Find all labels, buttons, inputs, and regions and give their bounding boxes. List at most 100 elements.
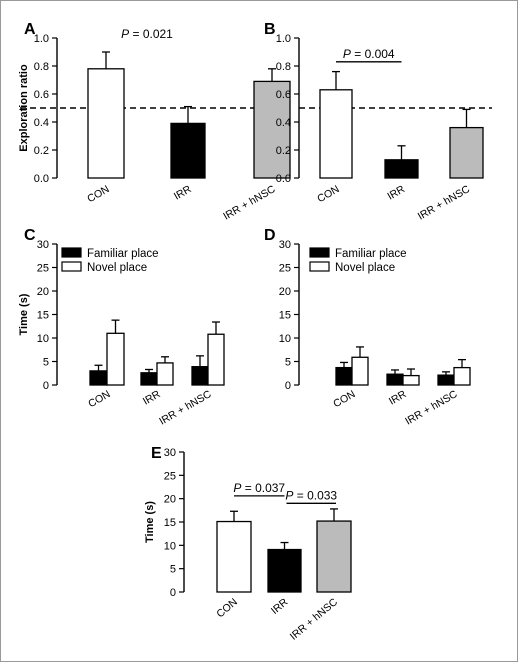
y-tick-label: 0.6 bbox=[34, 89, 49, 101]
y-tick-label: 0.4 bbox=[276, 117, 291, 129]
bar-novel-place bbox=[156, 362, 174, 386]
bar-irr bbox=[267, 548, 302, 593]
y-tick-label: 15 bbox=[164, 517, 176, 529]
bar-familiar-place bbox=[335, 366, 353, 386]
p-value-label: P = 0.033 bbox=[285, 488, 337, 502]
x-tick-label: IRR bbox=[385, 183, 407, 203]
y-tick-label: 15 bbox=[37, 310, 49, 322]
bar-con bbox=[319, 89, 353, 179]
panel-letter-a: A bbox=[24, 21, 36, 38]
x-tick-label: IRR bbox=[269, 596, 291, 617]
y-tick-label: 0.2 bbox=[34, 145, 49, 157]
p-value: = 0.004 bbox=[351, 47, 395, 61]
p-symbol: P bbox=[233, 481, 241, 495]
panel-letter-b: B bbox=[264, 21, 276, 38]
y-tick-label: 0.0 bbox=[276, 173, 291, 185]
bar-novel-place bbox=[207, 333, 225, 386]
bar-con bbox=[216, 520, 252, 593]
y-tick-label: 5 bbox=[285, 357, 291, 369]
y-tick-label: 5 bbox=[43, 357, 49, 369]
legend-label: Novel place bbox=[87, 262, 147, 274]
y-tick-label: 0.8 bbox=[34, 61, 49, 73]
bar-familiar-place bbox=[437, 374, 455, 386]
y-tick-label: 15 bbox=[279, 310, 291, 322]
bar-novel-place bbox=[106, 332, 125, 386]
bar-novel-place bbox=[453, 366, 471, 386]
p-value-label: P = 0.037 bbox=[233, 481, 285, 495]
bar-novel-place bbox=[402, 374, 420, 386]
legend-label: Familiar place bbox=[335, 248, 407, 260]
p-value-label: P = 0.021 bbox=[121, 27, 173, 41]
x-tick-label: CON bbox=[86, 388, 112, 410]
y-tick-label: 1.0 bbox=[276, 33, 291, 45]
y-tick-label: 0 bbox=[170, 587, 176, 599]
bar-con bbox=[87, 68, 125, 179]
y-tick-label: 20 bbox=[37, 286, 49, 298]
x-tick-label: IRR bbox=[141, 388, 163, 408]
x-tick-label: CON bbox=[331, 388, 357, 410]
x-tick-label: IRR + hNSC bbox=[403, 388, 460, 428]
y-tick-label: 25 bbox=[37, 263, 49, 275]
bar-irr-hnsc bbox=[316, 520, 352, 593]
y-tick-label: 0.0 bbox=[34, 173, 49, 185]
x-tick-label: IRR bbox=[387, 388, 409, 408]
p-value: = 0.037 bbox=[241, 481, 285, 495]
p-symbol: P bbox=[343, 47, 351, 61]
legend-swatch bbox=[61, 261, 82, 272]
y-tick-label: 0 bbox=[285, 380, 291, 392]
bar-irr-hnsc bbox=[449, 126, 484, 179]
legend-swatch bbox=[309, 247, 330, 258]
bar-familiar-place bbox=[386, 373, 404, 386]
y-tick-label: 0 bbox=[43, 380, 49, 392]
y-tick-label: 20 bbox=[164, 494, 176, 506]
bar-novel-place bbox=[351, 356, 369, 386]
y-axis-label: Time (s) bbox=[144, 501, 156, 543]
y-tick-label: 30 bbox=[164, 447, 176, 459]
bar-irr bbox=[170, 122, 206, 179]
x-tick-label: CON bbox=[214, 596, 240, 620]
p-value-label: P = 0.004 bbox=[343, 47, 395, 61]
x-tick-label: CON bbox=[85, 183, 111, 205]
y-tick-label: 0.6 bbox=[276, 89, 291, 101]
bar-irr bbox=[384, 159, 419, 179]
y-tick-label: 10 bbox=[37, 333, 49, 345]
y-tick-label: 1.0 bbox=[34, 33, 49, 45]
panel-b: B 0.0 0.2 0.4 0.6 0.8 1.0 CON IRR IRR + hNSC P = 0… bbox=[264, 21, 492, 223]
y-tick-label: 0.4 bbox=[34, 117, 49, 129]
y-tick-label: 30 bbox=[279, 239, 291, 251]
p-symbol: P bbox=[121, 27, 129, 41]
y-axis-label: Time (s) bbox=[18, 293, 30, 335]
y-tick-label: 10 bbox=[164, 540, 176, 552]
legend-swatch bbox=[309, 261, 330, 272]
y-tick-label: 25 bbox=[164, 470, 176, 482]
x-tick-label: IRR + hNSC bbox=[288, 596, 341, 643]
y-tick-label: 10 bbox=[279, 333, 291, 345]
bar-familiar-place bbox=[89, 370, 108, 386]
bar-irr-hnsc bbox=[253, 80, 291, 179]
panel-letter-d: D bbox=[264, 227, 276, 244]
y-tick-label: 20 bbox=[279, 286, 291, 298]
panel-letter-c: C bbox=[24, 227, 36, 244]
x-tick-label: IRR + hNSC bbox=[416, 183, 473, 223]
panel-letter-e: E bbox=[151, 445, 162, 462]
y-tick-label: 0.2 bbox=[276, 145, 291, 157]
x-tick-label: IRR + hNSC bbox=[157, 388, 214, 428]
legend-label: Familiar place bbox=[87, 248, 159, 260]
y-tick-label: 30 bbox=[37, 239, 49, 251]
bar-familiar-place bbox=[191, 366, 209, 386]
legend-label: Novel place bbox=[335, 262, 395, 274]
y-tick-label: 25 bbox=[279, 263, 291, 275]
p-symbol: P bbox=[285, 488, 293, 502]
y-tick-label: 0.8 bbox=[276, 61, 291, 73]
x-tick-label: IRR + hNSC bbox=[221, 183, 278, 223]
p-value: = 0.033 bbox=[293, 488, 337, 502]
x-tick-label: CON bbox=[315, 183, 341, 205]
x-tick-label: IRR bbox=[172, 183, 194, 203]
legend-swatch bbox=[61, 247, 82, 258]
